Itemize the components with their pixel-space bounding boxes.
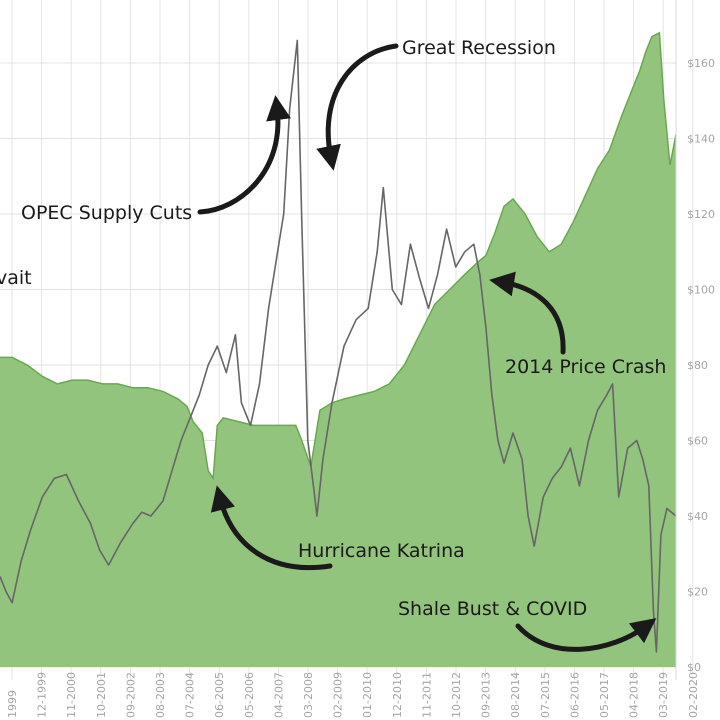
x-tick-label-1: 12-1999 <box>36 672 49 718</box>
y-tick-label-8: $160 <box>687 57 715 70</box>
x-tick-label-2: 11-2000 <box>65 672 78 718</box>
area-series <box>0 31 677 668</box>
annotation-great-recession: Great Recession <box>402 37 556 59</box>
y-tick-label-1: $20 <box>687 586 708 599</box>
area-edge <box>0 31 677 481</box>
x-tick-label-20: 05-2017 <box>598 672 611 718</box>
x-tick-label-0: 1999 <box>6 690 19 718</box>
y-tick-label-0: $0 <box>687 661 701 674</box>
x-tick-label-9: 04-2007 <box>272 672 285 718</box>
arrow-hurricane-katrina <box>210 485 333 570</box>
x-tick-label-13: 12-2010 <box>391 672 404 718</box>
y-tick-label-5: $100 <box>687 284 715 297</box>
x-tick-label-18: 07-2015 <box>539 672 552 718</box>
x-axis-tick-labels: 1999 12-1999 11-2000 10-2001 09-2002 08-2003 0… <box>6 672 700 718</box>
area-fill <box>0 32 676 668</box>
annotation-2014-price-crash: 2014 Price Crash <box>505 356 666 378</box>
arrow-2014-price-crash <box>489 271 566 355</box>
annotation-shale-bust-covid: Shale Bust & COVID <box>398 598 587 620</box>
x-tick-label-22: 03-2019 <box>657 672 670 718</box>
arrow-shale-bust-covid <box>515 618 657 652</box>
x-tick-label-14: 11-2011 <box>420 672 433 718</box>
annotation-opec-supply-cuts: OPEC Supply Cuts <box>21 202 192 224</box>
x-tick-label-23: 02-2020 <box>687 672 700 718</box>
annotation-hurricane-katrina: Hurricane Katrina <box>298 540 465 562</box>
arrow-great-recession <box>316 43 399 171</box>
arrow-opec-supply-cuts <box>197 95 291 215</box>
annotation-kuwait-truncated: vait <box>0 267 32 289</box>
x-tick-label-3: 10-2001 <box>95 672 108 718</box>
x-tick-label-19: 06-2016 <box>568 672 581 718</box>
x-tick-label-6: 07-2004 <box>184 672 197 718</box>
x-tick-label-16: 09-2013 <box>480 672 493 718</box>
y-tick-label-2: $40 <box>687 510 708 523</box>
x-tick-label-17: 08-2014 <box>509 672 522 718</box>
x-tick-label-5: 08-2003 <box>154 672 167 718</box>
annotations: Great Recession OPEC Supply Cuts 2014 Pr… <box>0 37 666 652</box>
y-tick-label-7: $140 <box>687 133 715 146</box>
x-tick-label-4: 09-2002 <box>124 672 137 718</box>
x-tick-label-12: 01-2010 <box>361 672 374 718</box>
price-line <box>0 39 677 653</box>
x-tick-label-10: 03-2008 <box>302 672 315 718</box>
x-tick-label-7: 06-2005 <box>213 672 226 718</box>
x-tick-label-15: 10-2012 <box>450 672 463 718</box>
x-tick-label-11: 02-2009 <box>332 672 345 718</box>
x-tick-label-8: 05-2006 <box>243 672 256 718</box>
y-axis-tick-labels: $0 $20 $40 $60 $80 $100 $120 $140 $160 <box>687 57 715 674</box>
y-tick-label-3: $60 <box>687 435 708 448</box>
x-tick-label-21: 04-2018 <box>628 672 641 718</box>
y-tick-label-4: $80 <box>687 359 708 372</box>
y-tick-label-6: $120 <box>687 208 715 221</box>
line-series <box>0 39 677 653</box>
